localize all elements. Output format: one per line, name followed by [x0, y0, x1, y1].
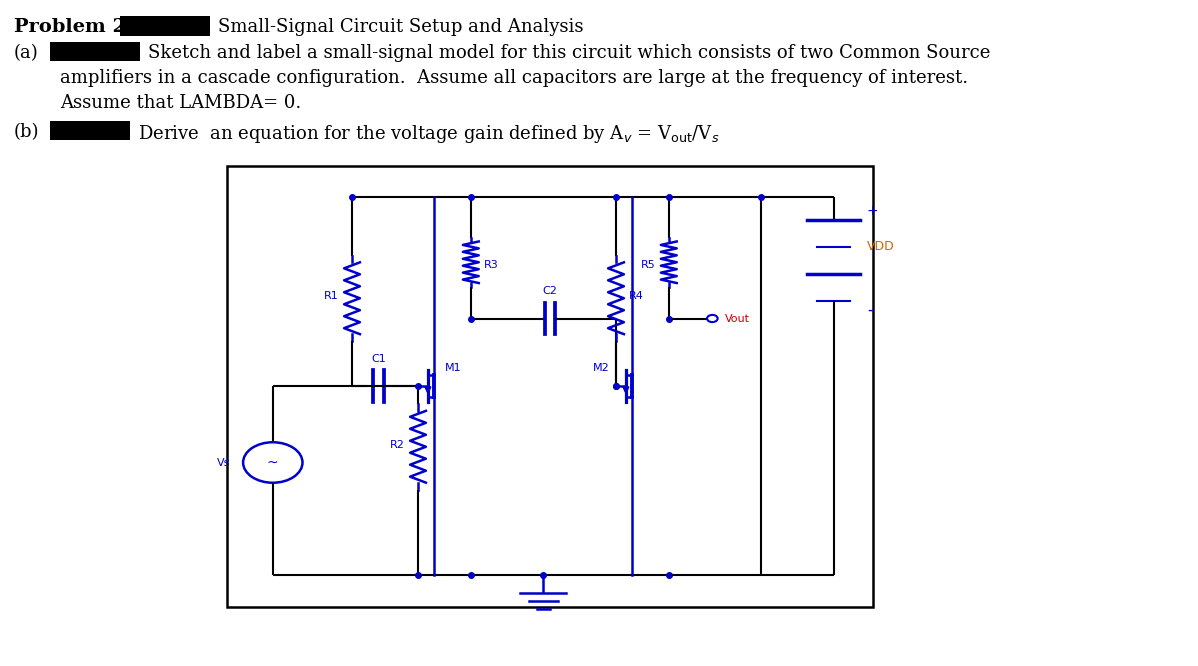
Text: +: + [867, 204, 878, 218]
Text: Vs: Vs [217, 458, 230, 468]
Text: M2: M2 [593, 362, 610, 372]
Text: Assume that LAMBDA= 0.: Assume that LAMBDA= 0. [60, 94, 301, 112]
Text: Sketch and label a small-signal model for this circuit which consists of two Com: Sketch and label a small-signal model fo… [149, 44, 991, 62]
Text: R2: R2 [389, 440, 405, 450]
Text: Small-Signal Circuit Setup and Analysis: Small-Signal Circuit Setup and Analysis [218, 18, 583, 36]
Text: R4: R4 [629, 291, 645, 301]
Bar [50, 42, 140, 61]
Text: Derive  an equation for the voltage gain defined by A$_v$ = V$_{\rm out}$/V$_s$: Derive an equation for the voltage gain … [138, 123, 719, 145]
Text: C1: C1 [371, 354, 386, 364]
Text: Problem 2: Problem 2 [14, 18, 126, 36]
Text: amplifiers in a cascade configuration.  Assume all capacitors are large at the f: amplifiers in a cascade configuration. A… [60, 69, 968, 87]
Text: ~: ~ [267, 456, 279, 470]
Text: R5: R5 [641, 260, 655, 270]
Text: (a): (a) [14, 44, 38, 62]
Text: M1: M1 [444, 362, 461, 372]
Bar [120, 16, 210, 36]
Text: (b): (b) [14, 123, 40, 141]
Text: Vout: Vout [725, 314, 750, 324]
Text: C2: C2 [543, 286, 557, 296]
Text: R3: R3 [484, 260, 498, 270]
Text: -: - [867, 300, 872, 318]
Text: R1: R1 [323, 291, 339, 301]
Text: VDD: VDD [867, 240, 895, 253]
Bar [50, 121, 131, 140]
